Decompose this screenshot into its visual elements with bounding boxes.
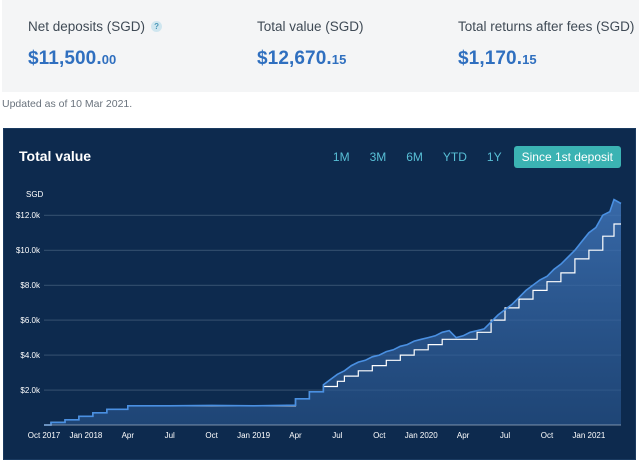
y-tick-label: $6.0k xyxy=(20,316,41,325)
range-1m[interactable]: 1M xyxy=(332,150,350,164)
help-icon[interactable]: ? xyxy=(151,21,163,32)
x-tick-label: Jan 2020 xyxy=(405,431,438,440)
range-since-1st-deposit[interactable]: Since 1st deposit xyxy=(513,146,621,168)
x-tick-label: Oct 2017 xyxy=(28,431,61,440)
updated-timestamp: Updated as of 10 Mar 2021. xyxy=(2,98,133,110)
total-value-value: $12,670.15 xyxy=(257,48,347,69)
chart-title: Total value xyxy=(19,148,92,164)
x-tick-label: Oct xyxy=(205,431,218,440)
x-tick-label: Jul xyxy=(332,431,342,440)
range-6m[interactable]: 6M xyxy=(406,150,423,164)
net-deposits-label: Net deposits (SGD) xyxy=(28,19,146,34)
y-axis-label: SGD xyxy=(26,190,44,199)
total-value-metric: Total value (SGD) $12,670.15 xyxy=(257,19,364,70)
y-tick-label: $2.0k xyxy=(20,386,41,395)
total-value-area xyxy=(44,199,621,425)
y-tick-label: $4.0k xyxy=(20,351,41,360)
range-selector: 1M 3M 6M YTD 1Y Since 1st deposit xyxy=(325,146,621,168)
y-tick-label: $12.0k xyxy=(16,211,41,220)
net-deposits-metric: Net deposits (SGD) ? $11,500.00 xyxy=(28,19,163,70)
x-tick-label: Oct xyxy=(373,431,386,440)
x-tick-label: Apr xyxy=(289,431,302,440)
summary-panel: Net deposits (SGD) ? $11,500.00 Total va… xyxy=(2,0,639,92)
x-tick-label: Jan 2019 xyxy=(237,431,270,440)
total-value-chart: SGD $2.0k $4.0k $6.0k $8.0k $10.0k $12.0k Oct 2… xyxy=(16,190,622,440)
x-tick-label: Apr xyxy=(457,431,470,440)
y-tick-label: $10.0k xyxy=(16,246,41,255)
chart-card: Total value 1M 3M 6M YTD 1Y Since 1st deposit… xyxy=(3,128,636,460)
x-tick-label: Jul xyxy=(165,431,175,440)
total-value-label: Total value (SGD) xyxy=(257,19,364,34)
total-returns-metric: Total returns after fees (SGD) $1,170.15 xyxy=(458,19,634,70)
x-tick-label: Oct xyxy=(541,431,554,440)
y-tick-label: $8.0k xyxy=(20,281,41,290)
net-deposits-value: $11,500.00 xyxy=(28,48,117,69)
total-returns-value: $1,170.15 xyxy=(458,48,537,69)
x-tick-label: Jan 2018 xyxy=(69,431,102,440)
total-value-line xyxy=(44,198,622,426)
x-tick-label: Apr xyxy=(122,431,135,440)
range-ytd[interactable]: YTD xyxy=(442,150,467,164)
total-returns-label: Total returns after fees (SGD) xyxy=(458,19,635,34)
range-3m[interactable]: 3M xyxy=(369,150,387,164)
x-tick-label: Jan 2021 xyxy=(572,431,605,440)
range-1y[interactable]: 1Y xyxy=(486,150,502,164)
x-tick-label: Jul xyxy=(500,431,510,440)
